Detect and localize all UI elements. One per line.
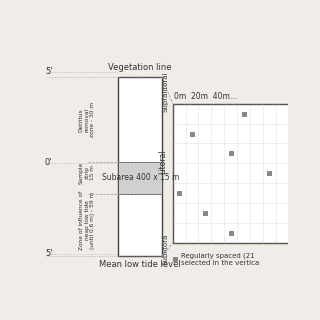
Text: Sublitora: Sublitora — [162, 234, 168, 265]
Text: Vegetation line: Vegetation line — [108, 63, 172, 72]
Text: Zone of influence of
neap low tide
(until 0.6 m) - 59 m: Zone of influence of neap low tide (unti… — [79, 191, 95, 250]
Text: Supralitoral: Supralitoral — [162, 71, 168, 112]
Text: Sample
strip
15 m: Sample strip 15 m — [79, 162, 95, 184]
Bar — [173, 104, 302, 243]
Text: Regularly spaced (21
selected in the vertica: Regularly spaced (21 selected in the ver… — [181, 252, 260, 266]
Text: Detritus
removal
zone - 30 m: Detritus removal zone - 30 m — [79, 102, 95, 137]
Text: 5': 5' — [45, 67, 52, 76]
Text: Subarea 400 x 15 m: Subarea 400 x 15 m — [102, 173, 180, 182]
Bar — [118, 76, 162, 256]
Text: 0': 0' — [45, 158, 52, 167]
Text: 0m  20m  40m...: 0m 20m 40m... — [174, 92, 237, 101]
Bar — [118, 162, 162, 194]
Text: Mean low tide level: Mean low tide level — [99, 260, 181, 269]
Text: 5': 5' — [45, 250, 52, 259]
Text: Litoral: Litoral — [158, 149, 167, 174]
